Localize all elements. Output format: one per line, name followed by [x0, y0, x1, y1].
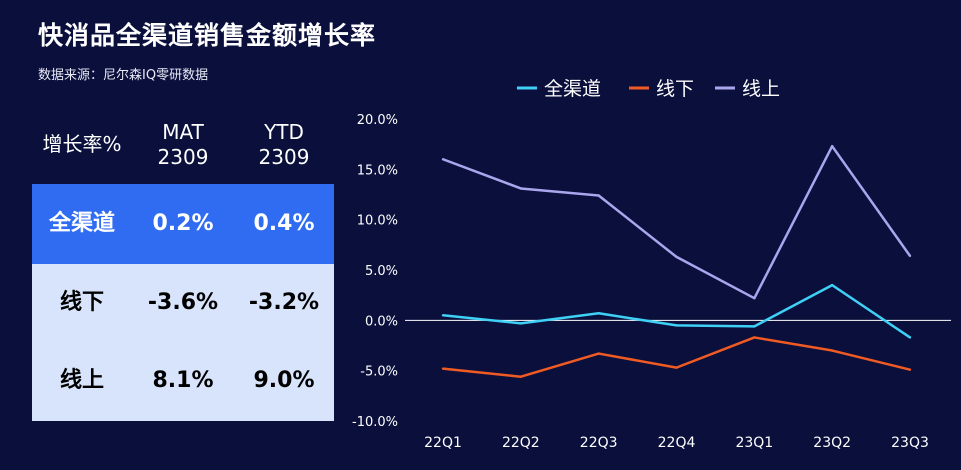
data-point — [908, 336, 912, 339]
row-mat-value-online: 8.1% — [152, 368, 214, 393]
header-mat: MAT 2309 — [157, 120, 209, 169]
data-point — [519, 187, 523, 190]
data-point — [753, 336, 756, 339]
row-ytd-value-offline: -3.2% — [248, 290, 320, 315]
header-growth-rate: 增长率% — [42, 132, 122, 156]
row-label: 全渠道 — [48, 211, 115, 236]
data-point — [675, 324, 678, 327]
series-line-3 — [442, 144, 912, 300]
x-tick-label: 23Q3 — [891, 435, 929, 451]
data-point — [753, 296, 756, 300]
y-tick-label: 0.0% — [365, 314, 398, 329]
data-point — [675, 366, 678, 369]
y-tick-label: 15.0% — [357, 163, 398, 178]
legend-label: 线上 — [742, 78, 780, 100]
table-header: 增长率% MAT 2309 YTD 2309 — [32, 116, 334, 184]
x-tick-label: 22Q2 — [502, 435, 540, 451]
legend-label: 全渠道 — [544, 78, 601, 100]
growth-line-chart: -10.0% -5.0% 0.0% 5.0% 10.0% 15.0% 20.0% 22Q1 22… — [352, 78, 951, 451]
x-tick-label: 22Q1 — [424, 435, 462, 451]
row-mat-value-offline: -3.6% — [147, 290, 219, 315]
table-row-all-channel: 全渠道 0.2% 0.4% — [32, 184, 334, 264]
y-tick-label: -10.0% — [352, 415, 398, 430]
row-label-offline: 线下 — [59, 290, 104, 315]
data-point — [830, 144, 834, 148]
data-point — [753, 325, 756, 328]
y-tick-label: 5.0% — [365, 264, 398, 279]
data-point — [597, 312, 600, 315]
row-label-online: 线上 — [59, 368, 104, 393]
x-tick-label: 22Q4 — [658, 435, 696, 451]
row-ytd-value-online: 9.0% — [253, 368, 315, 393]
chart-title: 快消品全渠道销售金额增长率 — [38, 21, 377, 50]
data-point — [519, 322, 523, 325]
data-point — [830, 283, 834, 287]
row-ytd-value: 0.4% — [253, 211, 315, 236]
table-body-rows: 线下 -3.6% -3.2% 线上 8.1% 9.0% — [32, 264, 334, 421]
data-point — [597, 194, 600, 197]
data-point — [908, 368, 912, 371]
data-point — [441, 367, 445, 370]
data-point — [441, 314, 445, 317]
data-point — [675, 255, 678, 259]
header-ytd: YTD 2309 — [258, 120, 310, 169]
data-point — [597, 352, 600, 355]
growth-rate-table: 增长率% MAT 2309 YTD 2309 全渠道 0.2% 0.4% 线下 … — [32, 116, 334, 421]
data-source: 数据来源：尼尔森IQ零研数据 — [38, 68, 209, 83]
x-tick-label: 23Q1 — [735, 435, 773, 451]
data-point — [830, 349, 834, 352]
y-tick-label: 20.0% — [357, 113, 398, 128]
data-point — [441, 158, 445, 161]
data-point — [519, 375, 523, 378]
series-line-1 — [442, 283, 911, 339]
x-tick-label: 22Q3 — [580, 435, 618, 451]
data-point — [908, 254, 912, 258]
row-mat-value: 0.2% — [152, 211, 214, 236]
legend-label: 线下 — [656, 78, 694, 100]
x-tick-label: 23Q2 — [813, 435, 851, 451]
y-tick-label: -5.0% — [360, 365, 398, 380]
y-tick-label: 10.0% — [357, 214, 398, 229]
series-line-2 — [442, 336, 911, 378]
